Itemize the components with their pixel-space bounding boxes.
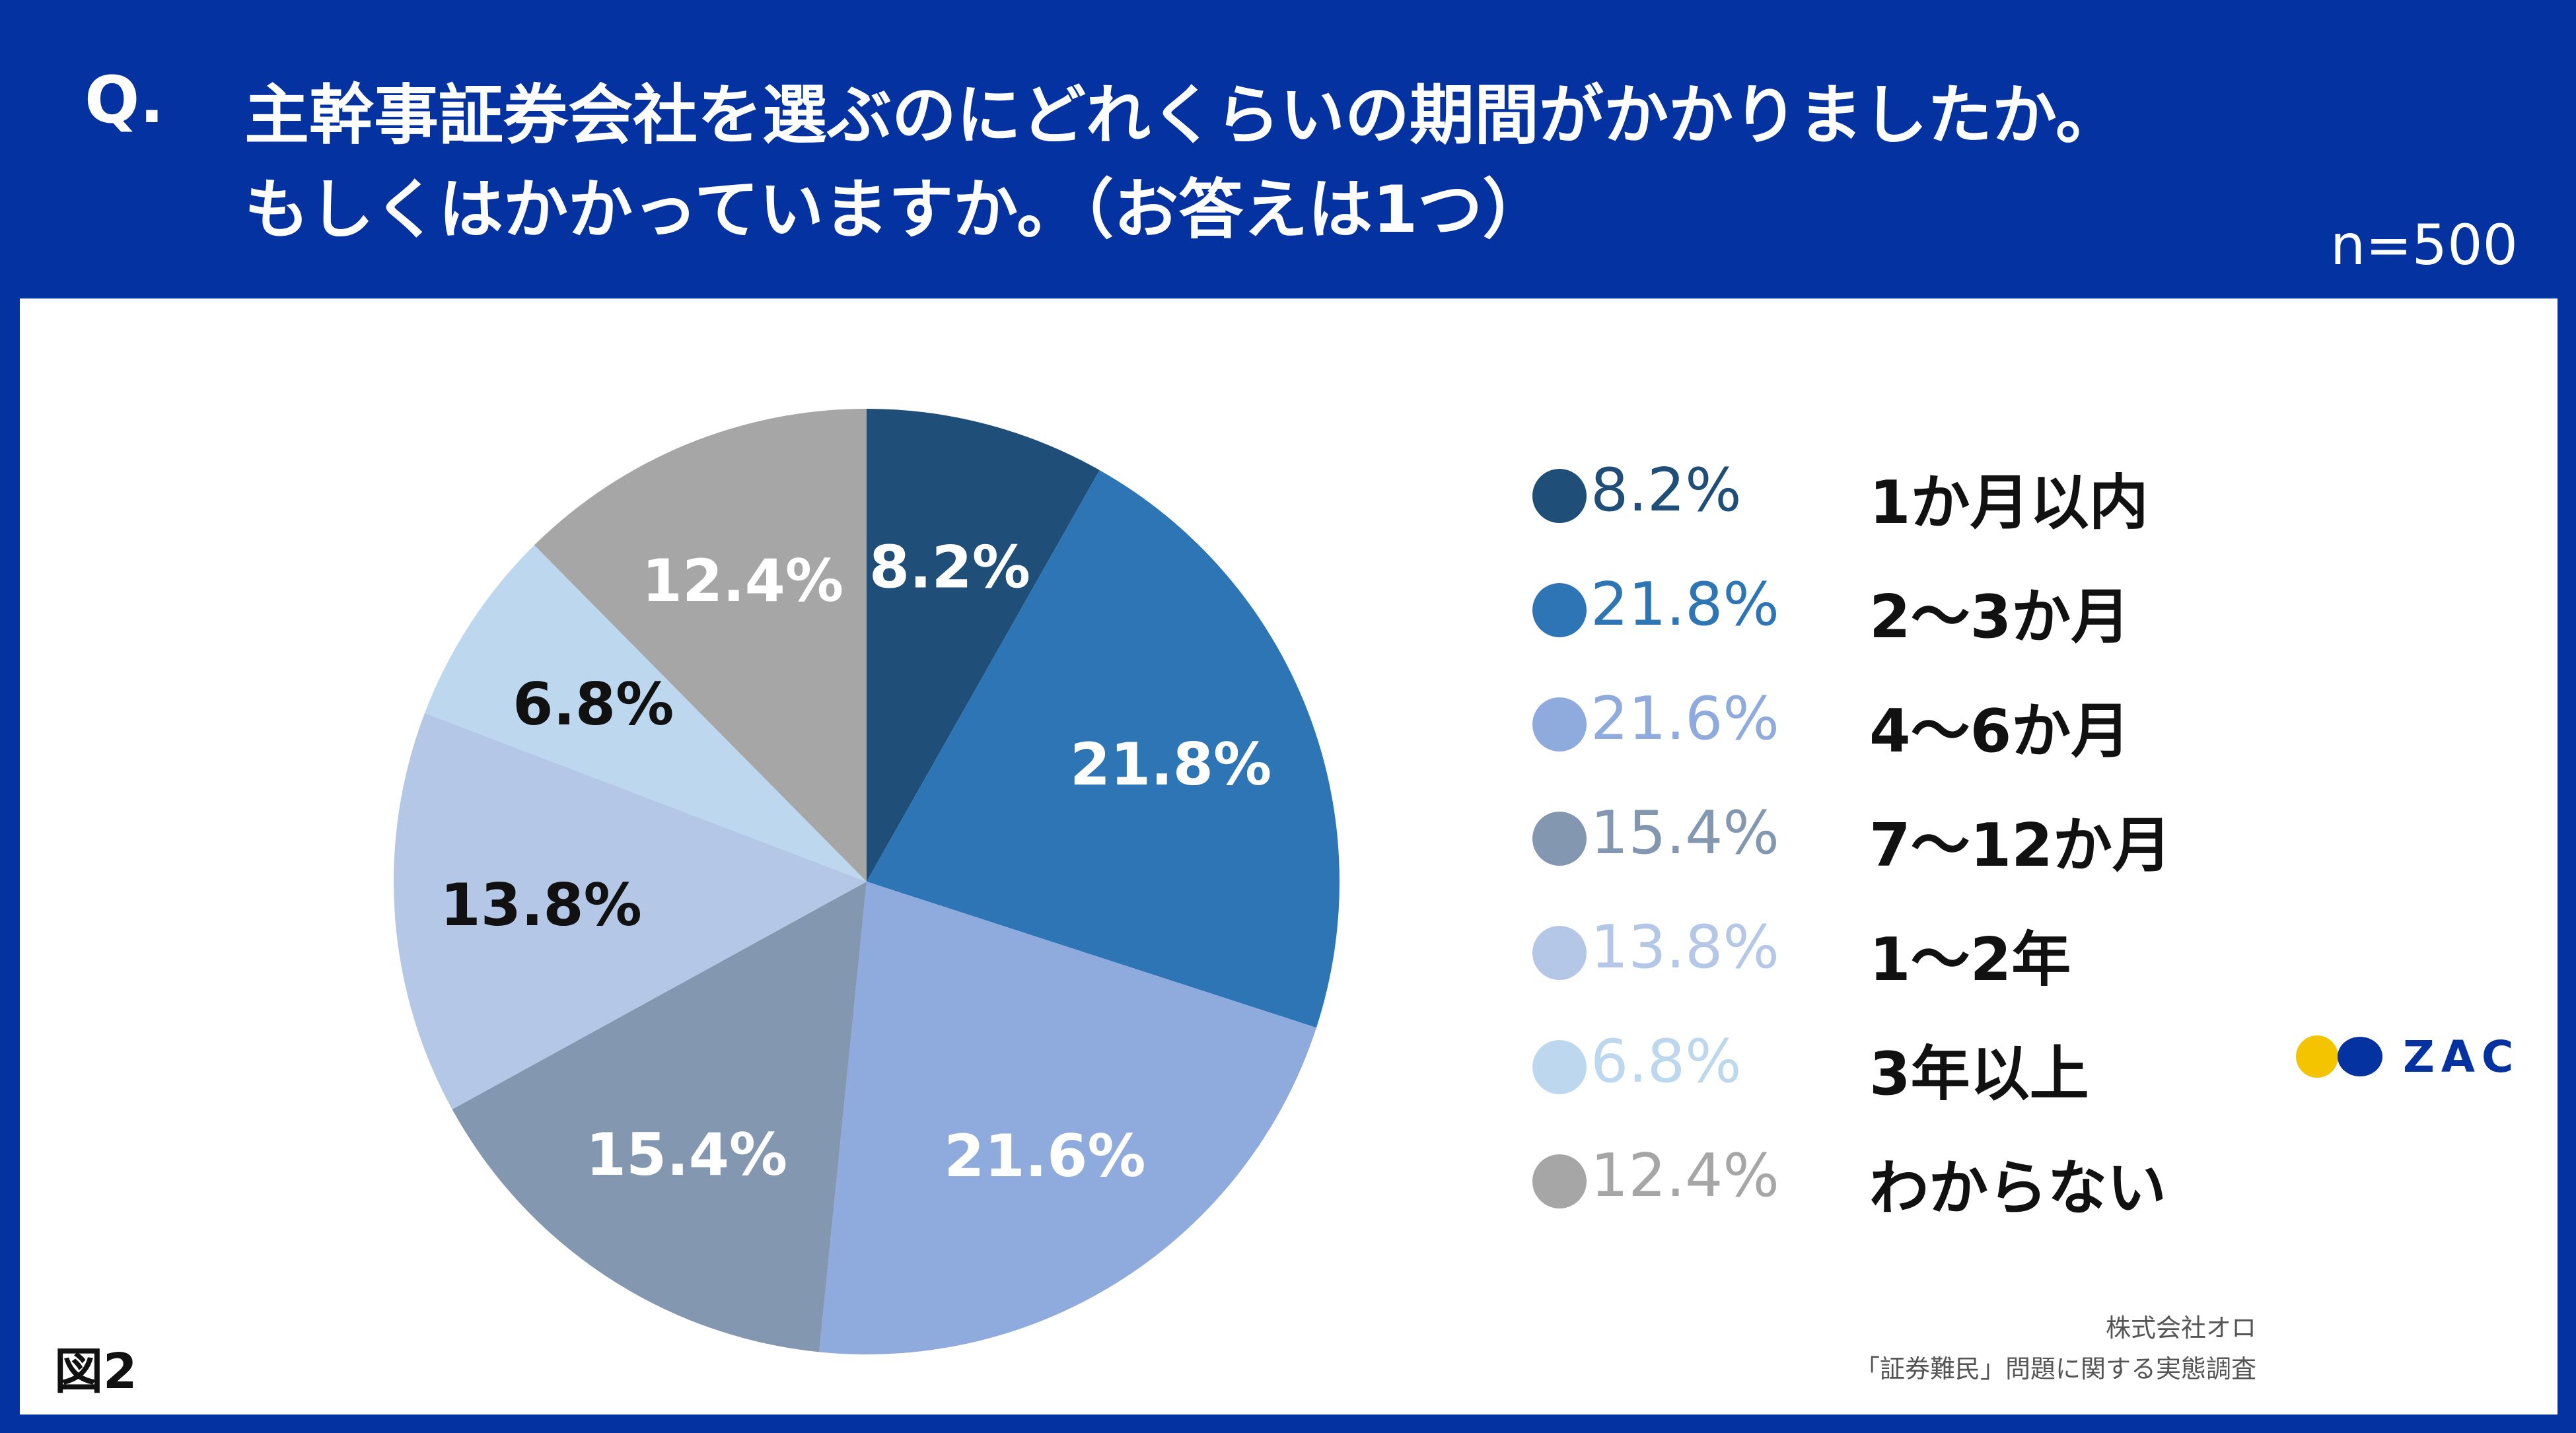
pie-slice-label-0: 8.2% — [869, 533, 1030, 601]
legend-dot-5 — [1532, 1040, 1587, 1094]
legend-dot-1 — [1532, 583, 1587, 637]
legend-item-1: 21.8% 2〜3か月 — [1532, 563, 2325, 678]
sample-size: n=500 — [2330, 213, 2518, 277]
question-line-1: 主幹事証券会社を選ぶのにどれくらいの期間がかかりましたか。 — [244, 78, 2121, 153]
pie-chart: 8.2% 21.8% 21.6% 15.4% 13.8% 6.8% 12.4% — [394, 409, 1340, 1354]
pie-slice-0 — [867, 409, 1100, 882]
zac-logo-icon — [2296, 1035, 2382, 1078]
credit-company: 株式会社オロ — [2105, 1313, 2256, 1343]
question-mark: Q. — [85, 63, 164, 138]
logo-text: ZAC — [2403, 1031, 2521, 1082]
legend-item-6: 12.4% わからない — [1532, 1135, 2325, 1249]
logo-dot-yellow — [2296, 1035, 2338, 1078]
legend-dot-0 — [1532, 469, 1587, 523]
legend-percent-2: 21.6% — [1591, 684, 1779, 753]
pie-slice-5 — [425, 545, 867, 882]
legend-percent-1: 21.8% — [1591, 570, 1779, 639]
pie-slice-3 — [452, 882, 867, 1352]
legend-item-0: 8.2% 1か月以内 — [1532, 449, 2325, 563]
legend-percent-3: 15.4% — [1591, 798, 1779, 868]
legend-label-6: わからない — [1869, 1154, 2166, 1223]
legend-percent-4: 13.8% — [1591, 913, 1779, 982]
legend-percent-0: 8.2% — [1591, 456, 1742, 525]
legend-percent-5: 6.8% — [1591, 1027, 1742, 1096]
legend-label-5: 3年以上 — [1869, 1039, 2089, 1109]
legend-dot-2 — [1532, 697, 1587, 751]
legend-item-4: 13.8% 1〜2年 — [1532, 906, 2325, 1020]
pie-slice-2 — [819, 882, 1316, 1354]
chart-panel: 8.2% 21.8% 21.6% 15.4% 13.8% 6.8% 12.4% 8.2% 1か… — [20, 298, 2558, 1415]
legend-label-4: 1〜2年 — [1869, 925, 2071, 995]
legend-item-3: 15.4% 7〜12か月 — [1532, 792, 2325, 906]
pie-slice-label-1: 21.8% — [1070, 730, 1271, 798]
pie-slice-label-5: 6.8% — [513, 670, 674, 738]
logo-dot-blue — [2338, 1037, 2382, 1076]
figure-number: 図2 — [54, 1343, 137, 1400]
legend-item-2: 21.6% 4〜6か月 — [1532, 678, 2325, 792]
legend-label-2: 4〜6か月 — [1869, 697, 2131, 766]
legend-dot-6 — [1532, 1154, 1587, 1208]
question-line-2: もしくはかかっていますか。（お答えは1つ） — [244, 172, 1548, 248]
pie-slice-label-2: 21.6% — [944, 1122, 1145, 1190]
legend-label-1: 2〜3か月 — [1869, 582, 2131, 652]
pie-slice-label-3: 15.4% — [586, 1121, 787, 1189]
credit-survey: 「証券難民」問題に関する実態調査 — [1854, 1354, 2256, 1383]
legend-item-5: 6.8% 3年以上 — [1532, 1020, 2325, 1135]
pie-slice-4 — [394, 713, 867, 1109]
legend-percent-6: 12.4% — [1591, 1141, 1779, 1210]
legend-label-3: 7〜12か月 — [1869, 811, 2172, 880]
pie-slice-1 — [867, 470, 1340, 1028]
legend-label-0: 1か月以内 — [1869, 468, 2149, 538]
pie-slice-label-6: 12.4% — [642, 547, 843, 615]
pie-slice-label-4: 13.8% — [440, 871, 641, 939]
header: Q. 主幹事証券会社を選ぶのにどれくらいの期間がかかりましたか。 もしくはかかっ… — [0, 0, 2576, 297]
pie-slice-6 — [534, 409, 867, 882]
legend: 8.2% 1か月以内 21.8% 2〜3か月 21.6% 4〜6か月 15.4% 7〜12か月… — [1532, 449, 2325, 1249]
legend-dot-3 — [1532, 812, 1587, 866]
legend-dot-4 — [1532, 926, 1587, 980]
